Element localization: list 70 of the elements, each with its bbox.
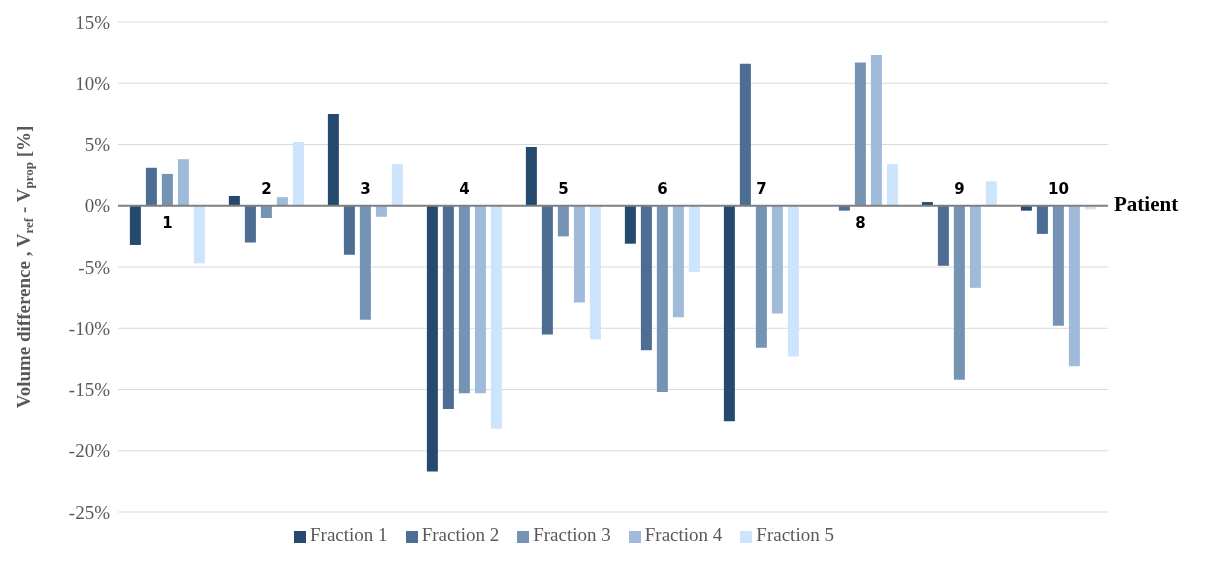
bar [292, 142, 304, 206]
bar [886, 164, 898, 206]
bar [161, 173, 173, 206]
x-tick-label: 6 [657, 179, 668, 198]
bar [1052, 205, 1064, 326]
bar [442, 205, 454, 410]
x-tick-label: 7 [756, 179, 767, 198]
bar [228, 195, 240, 206]
x-tick-label: 5 [558, 179, 569, 198]
bar [787, 205, 799, 357]
bar [193, 205, 205, 264]
bar [640, 205, 652, 351]
bar [1068, 205, 1080, 367]
bar [870, 55, 882, 206]
bar [573, 205, 585, 303]
y-tick-label: -25% [68, 501, 111, 523]
bar [276, 197, 288, 206]
bar [854, 62, 866, 206]
bar [985, 181, 997, 206]
bar [771, 205, 783, 314]
bar [260, 205, 272, 218]
bar [359, 205, 371, 320]
x-tick-label: 10 [1048, 179, 1069, 198]
x-tick-label: 1 [162, 213, 173, 232]
bar [177, 159, 189, 206]
bar [145, 167, 157, 206]
x-tick-label: 3 [360, 179, 371, 198]
bar [755, 205, 767, 348]
bar [969, 205, 981, 288]
bar [525, 146, 537, 206]
legend-label: Fraction 2 [421, 524, 500, 545]
y-tick-label: -15% [68, 379, 111, 401]
bar [688, 205, 700, 272]
bar [343, 205, 355, 255]
bar [953, 205, 965, 380]
y-tick-label: -20% [68, 440, 111, 462]
bar [656, 205, 668, 392]
bar [672, 205, 684, 318]
bar [1036, 205, 1048, 234]
bar [327, 113, 339, 206]
legend-label: Fraction 4 [644, 524, 723, 545]
bar [937, 205, 949, 266]
bar [129, 205, 141, 245]
legend-label: Fraction 5 [756, 524, 834, 545]
x-tick-label: 2 [261, 179, 272, 198]
bar [541, 205, 553, 335]
bar [244, 205, 256, 243]
y-tick-label: 15% [75, 11, 111, 33]
bar [375, 205, 387, 217]
legend-label: Fraction 1 [310, 524, 388, 545]
bar [624, 205, 636, 244]
bar [391, 164, 403, 206]
bar [723, 205, 735, 422]
x-tick-label: 9 [954, 179, 965, 198]
x-axis-title: Patient [1114, 191, 1179, 217]
y-tick-label: 10% [75, 73, 111, 94]
bar [490, 205, 502, 429]
legend-label: Fraction 3 [533, 524, 611, 545]
bar [474, 205, 486, 394]
bar [557, 205, 569, 237]
bar [426, 205, 438, 472]
x-tick-label: 8 [855, 213, 866, 232]
y-tick-label: 0% [84, 195, 111, 217]
y-tick-label: -5% [78, 256, 111, 278]
y-tick-label: -10% [68, 317, 111, 339]
y-tick-label: 5% [84, 134, 111, 156]
bar [739, 63, 751, 206]
x-tick-label: 4 [459, 179, 470, 198]
bar [589, 205, 601, 340]
bar [458, 205, 470, 394]
